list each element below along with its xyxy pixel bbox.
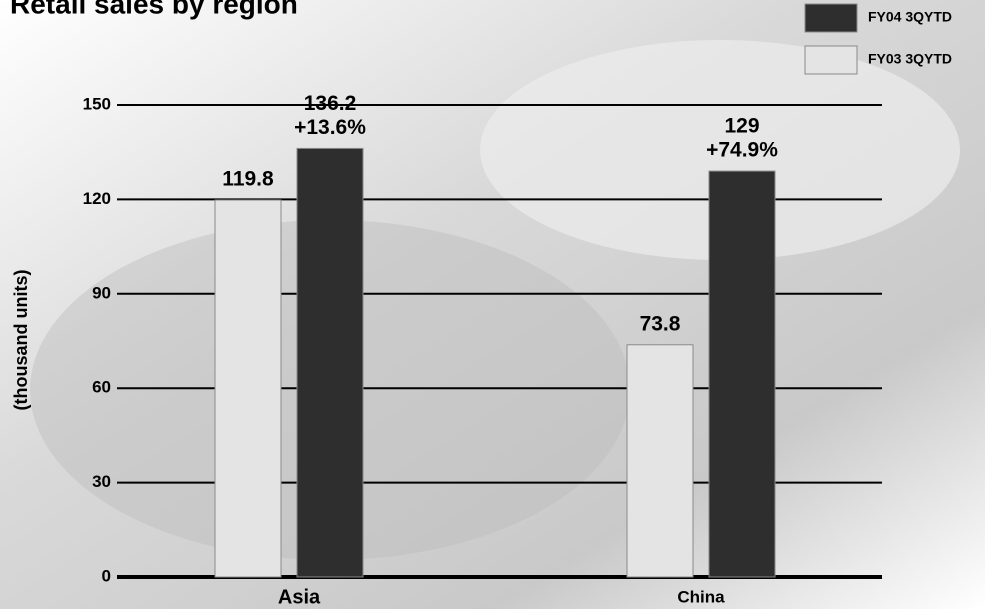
x-tick-label: Asia (278, 586, 321, 608)
growth-label: +74.9% (706, 139, 778, 162)
y-tick-label: 120 (83, 189, 111, 208)
legend-label: FY04 3QYTD (868, 9, 952, 25)
y-tick-label: 90 (92, 283, 111, 302)
legend-swatch (805, 4, 857, 32)
legend-swatch (805, 46, 857, 74)
chart-title: Retail sales by region (10, 0, 298, 19)
growth-label: +13.6% (294, 116, 366, 139)
y-tick-label: 150 (83, 94, 111, 113)
value-label: 73.8 (640, 312, 681, 335)
bar (215, 200, 281, 577)
y-tick-label: 0 (102, 566, 111, 585)
value-label: 119.8 (222, 168, 274, 191)
chart: Retail sales by region (thousand units) … (0, 0, 985, 609)
value-label: 129 (724, 115, 759, 138)
legend-label: FY03 3QYTD (868, 51, 952, 67)
value-label: 136.2 (304, 92, 357, 115)
bar (297, 148, 363, 577)
y-tick-label: 60 (92, 378, 111, 397)
bar (709, 171, 775, 577)
y-axis-label: (thousand units) (11, 270, 31, 411)
x-tick-label: China (677, 587, 725, 606)
bar (627, 345, 693, 577)
y-tick-label: 30 (92, 472, 111, 491)
